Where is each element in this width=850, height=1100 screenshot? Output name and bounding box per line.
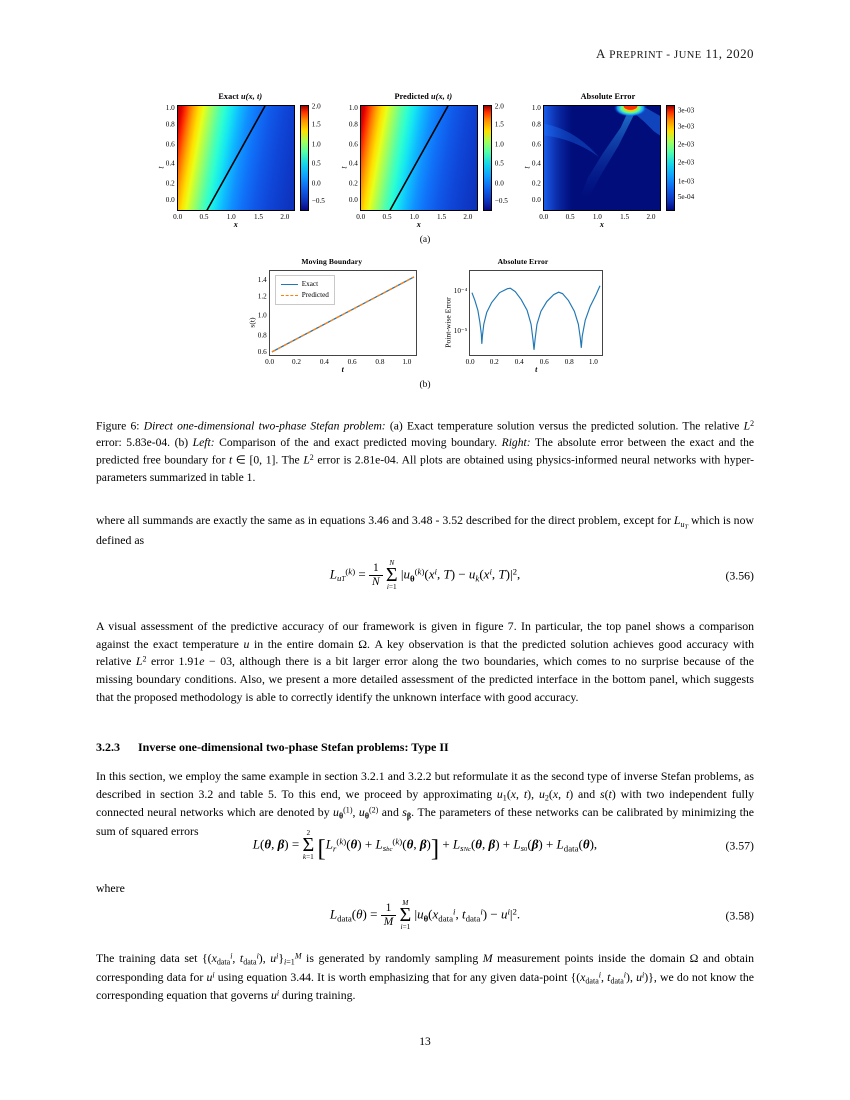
caption-part3: Comparison of the and exact predicted mo… <box>214 436 502 450</box>
panel-predicted: Predicted u(x, t) t 1.0 0.8 0.6 0.4 0.2 0.0 <box>339 92 508 229</box>
panel-title-absolute-error: Absolute Error <box>580 92 636 101</box>
panel-moving-boundary: Moving Boundary s(t) 1.4 1.2 1.0 0.8 0.6 E… <box>247 257 417 374</box>
colorbar-absolute-error: 3e-03 3e-03 2e-03 2e-03 1e-03 5e-04 <box>665 105 694 211</box>
legend-label-predicted: Predicted <box>301 291 329 300</box>
paragraph-where: where <box>96 881 125 895</box>
subfigure-label-b: (b) <box>419 380 431 390</box>
paragraph-1: where all summands are exactly the same … <box>96 513 754 547</box>
colorbar-exact: 2.0 1.5 1.0 0.5 0.0 −0.5 <box>299 103 325 211</box>
error-curve <box>470 271 602 356</box>
caption-part4: The absolute error between the exact and… <box>96 436 755 467</box>
x-tick-labels: 0.0 0.2 0.4 0.6 0.8 1.0 <box>465 358 598 366</box>
equation-3-56-number: (3.56) <box>725 568 754 583</box>
panel-title-exact: Exact u(x, t) <box>218 92 263 101</box>
panel-pointwise-error: Absolute Error Point-wise Error 10⁻⁴ 10⁻… <box>443 257 604 374</box>
panel-exact: Exact u(x, t) t 1.0 0.8 0.6 0.4 0.2 0.0 <box>156 92 325 229</box>
caption-title: Direct one-dimensional two-phase Stefan … <box>143 419 386 433</box>
paragraph-1-text-b: which is now defined as <box>96 513 754 547</box>
subfigure-label-a: (a) <box>419 235 431 245</box>
heatmap-absolute-error <box>542 105 661 211</box>
y-axis-label: s(t) <box>247 316 257 328</box>
panel-title-predicted: Predicted u(x, t) <box>394 92 453 101</box>
caption-part6: error is 2.81e-04. All plots are obtaine… <box>96 453 755 484</box>
paragraph-4: The training data set {(xdatai, tdatai),… <box>96 951 754 1003</box>
caption-part1: (a) Exact temperature solution versus th… <box>389 419 744 433</box>
plot-pointwise-error <box>469 270 604 356</box>
colorbar-predicted: 2.0 1.5 1.0 0.5 0.0 −0.5 <box>482 103 508 211</box>
x-tick-labels: 0.0 0.5 1.0 1.5 2.0 <box>356 213 473 221</box>
caption-right: Right: <box>501 436 531 450</box>
x-tick-labels: 0.0 0.5 1.0 1.5 2.0 <box>173 213 290 221</box>
x-axis-label: x <box>233 220 238 229</box>
y-tick-labels: 1.0 0.8 0.6 0.4 0.2 0.0 <box>531 104 541 204</box>
y-axis-label: t <box>339 165 349 169</box>
y-axis-label: Point-wise Error <box>443 296 453 348</box>
boundary-curves <box>270 271 416 356</box>
equation-3-58-number: (3.58) <box>725 908 754 923</box>
x-axis-label: t <box>341 365 344 374</box>
plot-moving-boundary: Exact Predicted <box>268 270 417 356</box>
caption-part2: error: 5.83e-04. (b) <box>96 436 193 450</box>
paragraph-1-text-a: where all summands are exactly the same … <box>96 513 674 527</box>
paragraph-3: In this section, we employ the same exam… <box>96 769 755 838</box>
moving-boundary-line <box>178 106 294 210</box>
legend-line-exact <box>280 284 298 286</box>
figure-row-a: Exact u(x, t) t 1.0 0.8 0.6 0.4 0.2 0.0 <box>96 92 754 229</box>
x-tick-labels: 0.0 0.5 1.0 1.5 2.0 <box>539 213 656 221</box>
paragraph-2: A visual assessment of the predictive ac… <box>96 619 755 704</box>
legend-line-predicted <box>280 295 298 297</box>
panel-absolute-error: Absolute Error t 1.0 0.8 0.6 0.4 0.2 0.0 <box>522 92 694 229</box>
y-tick-labels: 1.4 1.2 1.0 0.8 0.6 <box>257 276 267 356</box>
caption-part5: . The <box>275 453 304 467</box>
x-axis-label: x <box>599 220 604 229</box>
panel-title-pointwise-error: Absolute Error <box>497 257 549 266</box>
figure-row-b: Moving Boundary s(t) 1.4 1.2 1.0 0.8 0.6 E… <box>96 257 754 374</box>
figure-6: Exact u(x, t) t 1.0 0.8 0.6 0.4 0.2 0.0 <box>96 92 754 390</box>
x-axis-label: x <box>416 220 421 229</box>
equation-3-57-number: (3.57) <box>725 838 754 853</box>
y-tick-labels: 1.0 0.8 0.6 0.4 0.2 0.0 <box>165 104 175 204</box>
y-tick-labels: 10⁻⁴ 10⁻⁵ <box>453 287 468 335</box>
panel-title-moving-boundary: Moving Boundary <box>301 257 363 266</box>
section-heading-3-2-3: 3.2.3 Inverse one-dimensional two-phase S… <box>96 740 754 755</box>
heatmap-exact <box>176 105 295 211</box>
figure-caption: Figure 6: Direct one-dimensional two-pha… <box>96 419 755 484</box>
legend-label-exact: Exact <box>301 280 319 288</box>
caption-label: Figure 6: <box>96 419 140 433</box>
legend: Exact Predicted <box>274 275 335 306</box>
y-axis-label: t <box>156 165 166 169</box>
colormap-surface <box>543 106 660 211</box>
caption-left: Left: <box>192 436 215 450</box>
y-tick-labels: 1.0 0.8 0.6 0.4 0.2 0.0 <box>348 104 358 204</box>
moving-boundary-line <box>361 106 477 210</box>
x-axis-label: t <box>535 365 538 374</box>
section-number: 3.2.3 <box>96 740 120 754</box>
running-header: A PREPRINT - JUNE 11, 2020 <box>595 46 754 61</box>
x-tick-labels: 0.0 0.2 0.4 0.6 0.8 1.0 <box>265 358 412 366</box>
y-axis-label: t <box>522 165 532 169</box>
section-title: Inverse one-dimensional two-phase Stefan… <box>138 740 449 754</box>
page-number: 13 <box>419 1036 431 1048</box>
heatmap-predicted <box>359 105 478 211</box>
